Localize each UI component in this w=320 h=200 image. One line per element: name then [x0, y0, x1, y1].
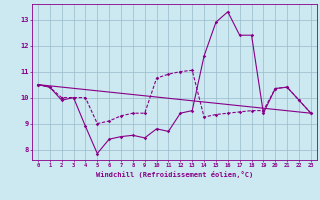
X-axis label: Windchill (Refroidissement éolien,°C): Windchill (Refroidissement éolien,°C)	[96, 171, 253, 178]
